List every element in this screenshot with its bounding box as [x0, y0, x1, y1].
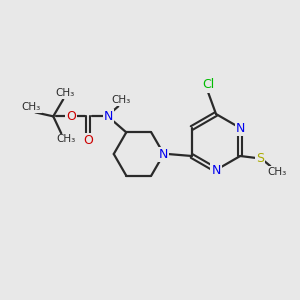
Text: N: N: [211, 164, 221, 176]
Text: N: N: [159, 148, 168, 160]
Text: Cl: Cl: [202, 79, 214, 92]
Text: CH₃: CH₃: [22, 102, 41, 112]
Text: CH₃: CH₃: [112, 95, 131, 105]
Text: S: S: [256, 152, 264, 166]
Text: O: O: [83, 134, 93, 147]
Text: N: N: [236, 122, 245, 134]
Text: O: O: [66, 110, 76, 123]
Text: N: N: [103, 110, 113, 123]
Text: CH₃: CH₃: [57, 134, 76, 144]
Text: CH₃: CH₃: [56, 88, 75, 98]
Text: CH₃: CH₃: [268, 167, 287, 177]
